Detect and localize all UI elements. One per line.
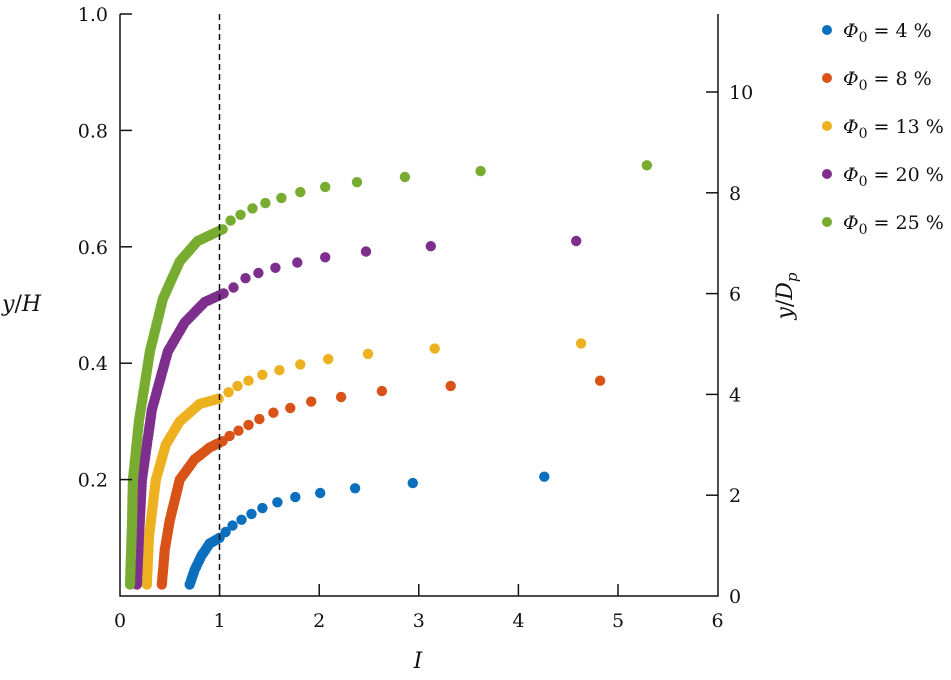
data-point xyxy=(399,171,411,183)
data-point xyxy=(260,197,271,209)
y-tick-label: 1.0 xyxy=(78,4,108,26)
legend-item-4: Φ0 = 20 % xyxy=(822,164,944,190)
y-tick-label: 0.4 xyxy=(78,353,108,375)
legend-label: Φ0 = 20 % xyxy=(843,164,944,190)
legend-label: Φ0 = 13 % xyxy=(843,116,944,142)
series-5 xyxy=(124,160,653,590)
data-point xyxy=(292,257,303,268)
data-point xyxy=(320,252,331,263)
data-point xyxy=(254,413,265,425)
data-point xyxy=(270,262,281,273)
x-tick-label: 2 xyxy=(313,610,325,632)
y-right-tick-label: 4 xyxy=(729,384,741,406)
legend-label: Φ0 = 25 % xyxy=(843,212,944,238)
data-point xyxy=(407,477,418,489)
legend-item-2: Φ0 = 8 % xyxy=(822,68,932,94)
legend: Φ0 = 4 % Φ0 = 8 % Φ0 = 13 % Φ0 = 20 % Φ0 = 2… xyxy=(822,20,944,238)
data-point xyxy=(425,241,436,252)
y-tick-label: 0.6 xyxy=(78,237,108,259)
series-3 xyxy=(141,338,587,590)
data-point xyxy=(243,375,254,386)
data-point xyxy=(335,391,347,403)
data-point xyxy=(225,215,236,226)
data-point xyxy=(571,235,582,247)
data-point xyxy=(315,487,326,499)
data-point xyxy=(274,365,285,376)
series-4 xyxy=(131,235,582,590)
data-point xyxy=(475,165,486,177)
data-point xyxy=(268,407,279,418)
data-point xyxy=(429,343,440,354)
y-right-tick-label: 6 xyxy=(729,284,741,306)
data-point xyxy=(228,282,239,293)
x-tick-label: 4 xyxy=(512,610,524,632)
legend-label: Φ0 = 4 % xyxy=(843,20,932,46)
data-point xyxy=(257,369,268,380)
data-point xyxy=(295,359,306,370)
y-axis-label-left: y/H xyxy=(1,292,42,317)
data-point xyxy=(285,402,296,414)
x-axis-label: I xyxy=(413,649,424,674)
series-2 xyxy=(156,375,606,590)
y-tick-label: 0.8 xyxy=(78,120,108,142)
data-point xyxy=(445,380,456,392)
y-right-tick-label: 10 xyxy=(729,82,753,104)
y-right-tick-label: 8 xyxy=(729,183,741,205)
data-point xyxy=(233,425,244,436)
legend-item-1: Φ0 = 4 % xyxy=(822,20,932,46)
data-point xyxy=(236,514,247,525)
data-point xyxy=(349,483,361,494)
x-tick-label: 5 xyxy=(612,610,624,632)
data-points xyxy=(124,160,653,590)
data-point xyxy=(235,209,246,220)
legend-label: Φ0 = 8 % xyxy=(843,68,932,94)
y-axis-ticks-right: 0 2 4 6 8 10 xyxy=(706,82,753,608)
data-point xyxy=(224,430,235,442)
data-point xyxy=(220,526,231,538)
legend-marker-icon xyxy=(822,73,832,83)
data-point xyxy=(257,502,268,514)
data-point xyxy=(306,396,317,407)
data-point xyxy=(247,203,258,214)
legend-item-5: Φ0 = 25 % xyxy=(822,212,944,238)
data-point xyxy=(272,497,283,508)
data-point xyxy=(253,267,264,279)
y-axis-ticks-left: 0.2 0.4 0.6 0.8 1.0 xyxy=(78,4,132,492)
data-point xyxy=(232,380,243,392)
data-point xyxy=(362,348,374,360)
data-point xyxy=(240,273,251,284)
data-point xyxy=(323,353,334,365)
data-point xyxy=(295,186,306,198)
data-point xyxy=(351,177,363,188)
legend-marker-icon xyxy=(822,217,832,227)
legend-marker-icon xyxy=(822,121,832,131)
legend-marker-icon xyxy=(822,25,832,35)
data-point xyxy=(227,520,238,531)
legend-item-3: Φ0 = 13 % xyxy=(822,116,944,142)
y-right-tick-label: 0 xyxy=(729,586,741,608)
data-point xyxy=(575,338,587,349)
y-right-tick-label: 2 xyxy=(729,485,741,507)
x-tick-label: 6 xyxy=(712,610,724,632)
x-axis-ticks: 0 1 2 3 4 5 6 xyxy=(114,584,724,632)
x-tick-label: 1 xyxy=(214,610,226,632)
data-point xyxy=(223,387,234,398)
data-point xyxy=(360,246,372,257)
data-point xyxy=(594,375,606,386)
y-axis-label-right: y/Dp xyxy=(773,272,801,321)
data-point xyxy=(246,508,257,520)
data-point xyxy=(290,491,301,503)
x-tick-label: 3 xyxy=(413,610,425,632)
data-point xyxy=(376,385,388,397)
series-1 xyxy=(184,471,550,590)
data-point xyxy=(641,160,653,171)
data-point xyxy=(320,181,331,193)
data-point xyxy=(539,471,550,482)
x-tick-label: 0 xyxy=(114,610,126,632)
legend-marker-icon xyxy=(822,169,832,179)
data-point xyxy=(243,419,254,431)
y-tick-label: 0.2 xyxy=(78,470,108,492)
data-point xyxy=(276,192,287,204)
